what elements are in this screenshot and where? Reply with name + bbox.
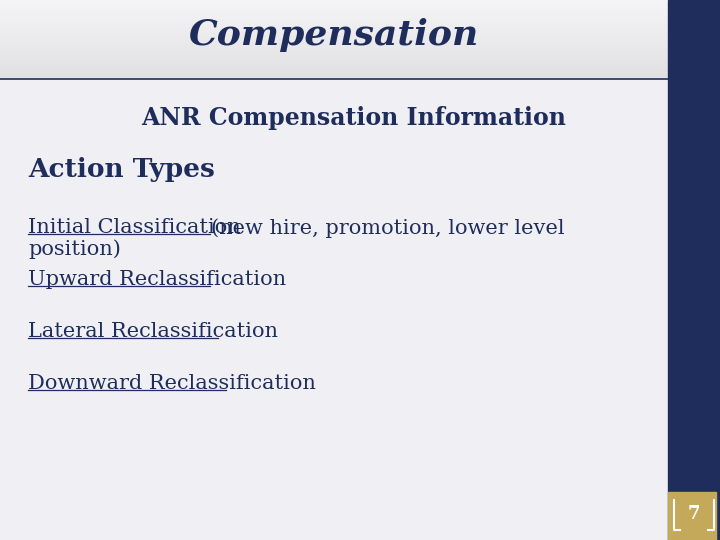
Bar [0,67,668,70]
Bar [0,10,668,13]
Bar [0,5,668,8]
Bar [0,49,668,52]
Bar [0,72,668,76]
Text: 7: 7 [688,505,701,523]
Bar [0,64,668,68]
Text: Action Types: Action Types [28,158,215,183]
Bar [668,492,716,540]
Text: ANR Compensation Information: ANR Compensation Information [142,106,567,130]
Text: Downward Reclassification: Downward Reclassification [28,374,316,393]
Text: Lateral Reclassification: Lateral Reclassification [28,322,278,341]
Bar [0,12,668,16]
Bar [0,36,668,39]
Bar [0,18,668,21]
Bar [0,31,668,34]
Bar [0,78,668,540]
Bar [0,54,668,57]
Text: Upward Reclassification: Upward Reclassification [28,270,286,289]
Bar [0,15,668,18]
Bar [0,41,668,44]
Bar [0,75,668,78]
Bar [668,0,720,540]
Bar [0,51,668,55]
Bar [0,25,668,29]
Text: Compensation: Compensation [189,18,479,52]
Bar [0,23,668,26]
Bar [0,70,668,73]
Bar [0,46,668,49]
Bar [0,44,668,47]
Bar [0,8,668,10]
Text: (new hire, promotion, lower level: (new hire, promotion, lower level [211,218,564,238]
Bar [0,38,668,42]
Bar [0,33,668,36]
Bar [0,0,668,3]
Bar [0,28,668,31]
Text: Initial Classification: Initial Classification [28,218,248,237]
Bar [0,59,668,63]
Bar [0,2,668,5]
Bar [0,57,668,60]
Bar [0,62,668,65]
Bar [0,21,668,23]
Text: position): position) [28,239,121,259]
